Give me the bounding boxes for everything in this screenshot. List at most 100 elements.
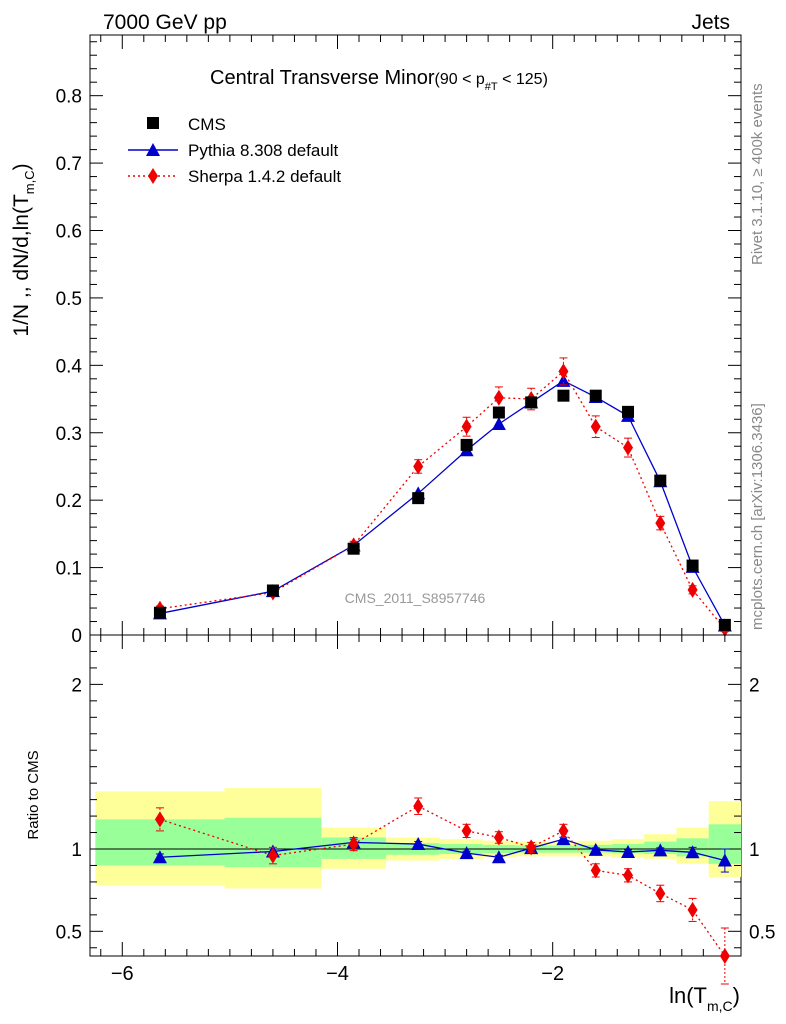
ratio-panel-frame — [89, 634, 742, 957]
ratio-y-tick-label: 1 — [71, 840, 82, 861]
main-x-ticks — [100, 35, 726, 635]
main-point-cms — [266, 584, 279, 597]
main-y-tick-label: 0.2 — [56, 491, 82, 512]
legend-marker-pythia — [146, 143, 160, 156]
x-axis-label-sub: m,C — [707, 998, 733, 1014]
main-y-tick-label: 0.4 — [56, 356, 83, 377]
ratio-y-tick-label: 2 — [71, 675, 82, 696]
legend-label-cms: CMS — [188, 115, 226, 134]
legend-label-sherpa: Sherpa 1.4.2 default — [188, 167, 341, 186]
x-tick-label: −2 — [541, 963, 564, 985]
main-point-cms — [492, 406, 505, 419]
main-line-pythia — [159, 380, 726, 626]
main-point-sherpa — [558, 363, 569, 380]
legend-marker-cms — [147, 117, 159, 129]
main-y-tick-label: 0.6 — [56, 222, 82, 243]
x-axis-label-main: ln(T — [669, 983, 707, 1008]
ratio-point-pythia — [588, 842, 603, 856]
side-label-upper: Rivet 3.1.10, ≥ 400k events — [749, 83, 766, 265]
main-point-cms — [622, 405, 635, 418]
ratio-y-tick-label-right: 2 — [749, 675, 760, 696]
ratio-point-sherpa — [154, 811, 165, 828]
main-point-sherpa — [461, 418, 472, 435]
ratio-point-sherpa — [526, 839, 537, 856]
main-point-sherpa — [413, 458, 424, 475]
ratio-x-axis: −6 −4 −2 — [100, 635, 726, 985]
x-tick-label: −6 — [111, 963, 134, 985]
main-y-axis-label-main: 1/N ,, dN/d,ln(T — [10, 194, 33, 337]
main-point-cms — [153, 606, 166, 619]
main-point-sherpa — [687, 581, 698, 598]
ratio-point-sherpa — [461, 822, 472, 839]
main-y-axis-label-sub: m,C — [22, 170, 37, 194]
side-label-lower: mcplots.cern.ch [arXiv:1306.3436] — [749, 403, 766, 630]
ratio-point-pythia — [152, 850, 167, 864]
ratio-y-tick-label: 0.5 — [56, 922, 82, 943]
main-point-cms — [557, 389, 570, 402]
main-point-sherpa — [493, 389, 504, 406]
ratio-point-sherpa — [493, 829, 504, 846]
main-y-tick-label: 0.7 — [56, 154, 82, 175]
ratio-y-tick-label-right: 1 — [749, 840, 760, 861]
legend-marker-sherpa — [148, 168, 158, 184]
chart-title-range: (90 < p — [435, 71, 485, 88]
main-point-sherpa — [655, 515, 666, 532]
main-point-cms — [686, 559, 699, 572]
ratio-point-sherpa — [590, 862, 601, 879]
legend-label-pythia: Pythia 8.308 default — [188, 141, 339, 160]
chart-title-main: Central Transverse Minor — [210, 67, 435, 89]
ratio-point-sherpa — [413, 798, 424, 815]
main-y-axis: 0 0.1 0.2 0.3 0.4 0.5 0.6 0.7 0.8 — [56, 41, 741, 647]
ratio-point-pythia — [491, 850, 506, 864]
main-point-cms — [654, 474, 667, 487]
ratio-point-pythia — [411, 837, 426, 851]
ratio-point-pythia — [717, 853, 732, 867]
main-y-tick-label: 0.5 — [56, 289, 82, 310]
main-point-cms — [525, 396, 538, 409]
ratio-y-axis-label: Ratio to CMS — [25, 750, 42, 839]
ratio-point-sherpa — [348, 836, 359, 853]
ratio-point-sherpa — [267, 847, 278, 864]
ratio-point-sherpa — [623, 867, 634, 884]
ratio-point-pythia — [459, 846, 474, 860]
header-left: 7000 GeV pp — [103, 11, 227, 34]
ratio-point-sherpa — [687, 901, 698, 918]
main-panel: 0 0.1 0.2 0.3 0.4 0.5 0.6 0.7 0.8 Central Transv… — [10, 34, 742, 647]
ratio-y-axis: 0.5 0.5 1 1 2 2 — [56, 650, 775, 949]
main-y-tick-label: 0.8 — [56, 87, 82, 108]
chart-title-range-end: < 125) — [498, 71, 548, 88]
ratio-point-pythia — [685, 845, 700, 859]
main-y-tick-label: 0.1 — [56, 559, 82, 580]
main-point-cms — [347, 542, 360, 555]
main-point-cms — [718, 618, 731, 631]
header-right: Jets — [691, 11, 730, 34]
ratio-y-tick-label-right: 0.5 — [749, 922, 775, 943]
main-point-pythia — [556, 373, 571, 387]
main-y-tick-label: 0 — [71, 626, 82, 647]
ratio-point-sherpa — [558, 822, 569, 839]
main-point-cms — [412, 492, 425, 505]
x-tick-label: −4 — [326, 963, 349, 985]
analysis-watermark: CMS_2011_S8957746 — [345, 590, 486, 606]
ratio-panel: 0.5 0.5 1 1 2 2 −6 −4 −2 Ratio to CMS ln(Tm,C) — [25, 634, 775, 1014]
main-y-tick-label: 0.3 — [56, 424, 82, 445]
ratio-point-pythia — [621, 844, 636, 858]
ratio-point-sherpa — [719, 948, 730, 964]
ratio-point-pythia — [653, 843, 668, 857]
x-axis-label-close: ) — [733, 983, 740, 1008]
main-point-sherpa — [590, 418, 601, 435]
chart-title: Central Transverse Minor(90 < p#T < 125) — [210, 67, 548, 93]
ratio-point-sherpa — [655, 885, 666, 902]
main-point-cms — [589, 389, 602, 402]
main-y-axis-label-close: ) — [10, 163, 33, 170]
main-point-sherpa — [623, 439, 634, 456]
main-point-pythia — [491, 416, 506, 430]
main-series-layer — [152, 357, 732, 637]
x-axis-label: ln(Tm,C) — [669, 983, 740, 1014]
main-y-axis-label: 1/N ,, dN/d,ln(Tm,C) — [10, 163, 37, 336]
legend: CMS Pythia 8.308 default Sherpa 1.4.2 de… — [128, 115, 341, 186]
main-point-cms — [460, 438, 473, 451]
chart-title-range-sub: #T — [485, 81, 498, 93]
ratio-series-layer — [152, 797, 732, 985]
